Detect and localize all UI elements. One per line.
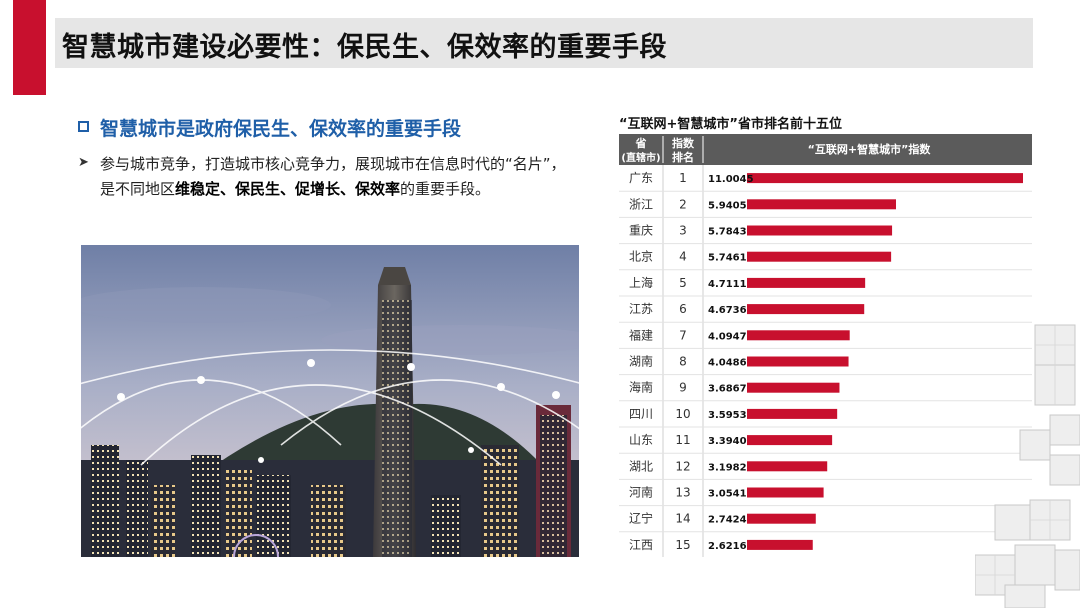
rank-label: 8: [679, 355, 687, 369]
province-label: 重庆: [629, 224, 653, 238]
rank-label: 10: [675, 407, 690, 421]
value-label: 3.5953: [708, 410, 747, 421]
bar: [747, 539, 813, 550]
bar: [747, 199, 896, 210]
value-label: 4.6736: [708, 305, 747, 316]
bar: [747, 304, 865, 315]
bar: [747, 408, 838, 419]
province-label: 北京: [629, 250, 653, 264]
rank-label: 7: [679, 328, 687, 342]
header-index: “互联网+智慧城市”指数: [808, 142, 932, 156]
square-bullet-icon: [78, 121, 89, 132]
chart-header-background: [619, 134, 1032, 165]
province-label: 福建: [629, 327, 653, 342]
value-label: 4.0486: [708, 358, 747, 369]
bar: [747, 173, 1023, 184]
province-label: 海南: [629, 380, 653, 395]
city-skyline-image: [81, 245, 579, 557]
value-label: 3.1982: [708, 462, 747, 473]
bar: [747, 356, 849, 367]
body-text-part1: 参与城市竞争，打造城市核心竞争力，展现城市在信息时代的“名片”，是不同地区: [100, 155, 566, 198]
body-text-bold: 维稳定、保民生、促增长、保效率: [175, 180, 401, 198]
province-label: 湖南: [629, 354, 653, 369]
province-label: 浙江: [629, 197, 653, 211]
value-label: 11.0045: [708, 174, 754, 185]
rank-label: 14: [675, 512, 690, 526]
province-label: 河南: [629, 485, 653, 500]
value-label: 2.6216: [708, 541, 747, 552]
bar: [747, 251, 892, 262]
province-label: 湖北: [629, 458, 653, 473]
bar: [747, 487, 824, 498]
arrow-bullet-icon: ➤: [78, 155, 89, 170]
rank-label: 4: [679, 250, 687, 264]
province-label: 上海: [629, 275, 653, 290]
header-province: 省: [635, 136, 647, 150]
bar: [747, 382, 840, 393]
rank-label: 12: [675, 459, 690, 473]
rank-label: 5: [679, 276, 687, 290]
province-label: 江西: [629, 538, 653, 552]
bar: [747, 461, 828, 472]
value-label: 3.3940: [708, 436, 747, 447]
rank-label: 2: [679, 197, 687, 211]
province-label: 江苏: [629, 302, 653, 316]
value-label: 4.7111: [708, 279, 747, 290]
rank-label: 11: [675, 433, 690, 447]
rank-label: 6: [679, 302, 687, 316]
accent-bar: [13, 0, 46, 95]
bar: [747, 225, 893, 236]
rank-label: 15: [675, 538, 690, 552]
rank-label: 13: [675, 486, 690, 500]
section-heading: 智慧城市是政府保民生、保效率的重要手段: [100, 118, 462, 140]
rank-label: 9: [679, 381, 687, 395]
value-label: 5.7843: [708, 227, 747, 238]
value-label: 3.0541: [708, 489, 747, 500]
value-label: 5.9405: [708, 200, 747, 211]
rank-label: 3: [679, 224, 687, 238]
bar: [747, 277, 866, 288]
title-band: [55, 18, 1033, 68]
header-province-sub: (直辖市): [621, 151, 660, 164]
province-label: 辽宁: [629, 511, 653, 526]
province-label: 广东: [629, 171, 653, 185]
value-label: 5.7461: [708, 253, 747, 264]
value-label: 3.6867: [708, 384, 747, 395]
header-rank: 指数: [672, 136, 695, 150]
header-rank-sub: 排名: [672, 150, 694, 164]
bar: [747, 435, 833, 446]
chart-title: “互联网+智慧城市”省市排名前十五位: [619, 117, 842, 132]
body-text-part2: 的重要手段。: [400, 180, 491, 198]
ranking-chart: 省 (直辖市) 指数 排名 “互联网+智慧城市”指数 广东 1 11.0045 浙江 2…: [619, 134, 1032, 557]
value-label: 4.0947: [708, 331, 747, 342]
rank-label: 1: [679, 171, 687, 185]
bar: [747, 513, 816, 524]
page-title: 智慧城市建设必要性：保民生、保效率的重要手段: [62, 32, 667, 63]
province-label: 四川: [629, 407, 653, 421]
province-label: 山东: [629, 433, 653, 447]
value-label: 2.7424: [708, 515, 747, 526]
body-paragraph: 参与城市竞争，打造城市核心竞争力，展现城市在信息时代的“名片”，是不同地区维稳定…: [100, 152, 570, 202]
bar: [747, 330, 850, 341]
decorative-cubes: [975, 324, 1080, 608]
